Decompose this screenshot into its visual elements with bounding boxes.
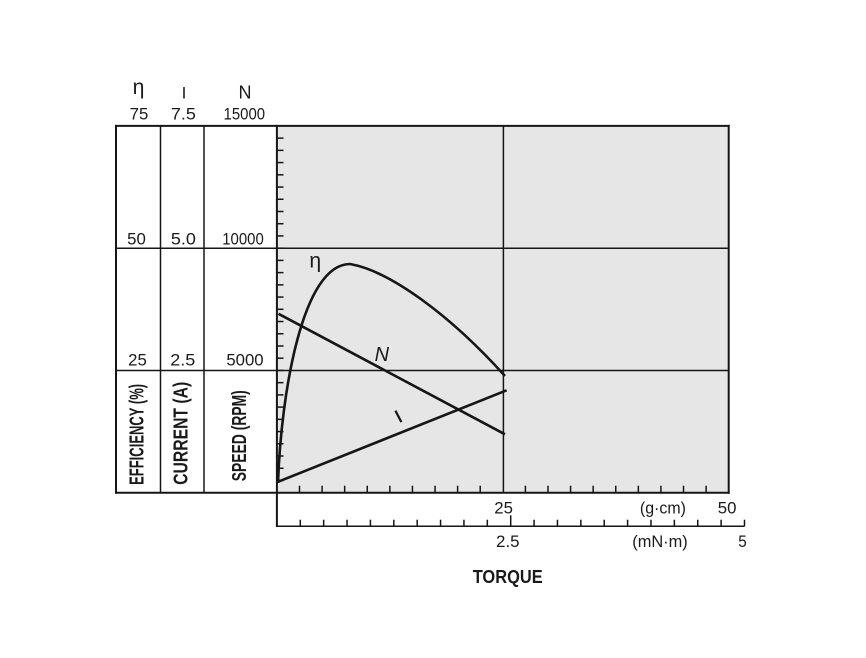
svg-text:(mN·m): (mN·m) [632, 532, 688, 551]
svg-text:10000: 10000 [222, 229, 264, 248]
svg-text:7.5: 7.5 [171, 105, 196, 124]
svg-text:I: I [182, 84, 187, 103]
svg-text:CURRENT (A): CURRENT (A) [170, 382, 192, 485]
svg-text:2.5: 2.5 [496, 532, 520, 551]
svg-text:EFFICIENCY (%): EFFICIENCY (%) [127, 384, 149, 485]
svg-text:75: 75 [130, 105, 149, 124]
svg-text:50: 50 [718, 498, 737, 517]
svg-text:N: N [239, 83, 252, 103]
svg-text:η: η [309, 250, 321, 273]
svg-text:15000: 15000 [224, 105, 266, 124]
svg-text:25: 25 [128, 350, 147, 369]
svg-text:2.5: 2.5 [170, 350, 195, 369]
svg-text:5: 5 [738, 532, 747, 551]
svg-text:25: 25 [494, 498, 513, 517]
svg-text:TORQUE: TORQUE [473, 567, 543, 587]
svg-text:SPEED (RPM): SPEED (RPM) [229, 390, 251, 481]
svg-text:η: η [133, 76, 145, 99]
svg-text:(g·cm): (g·cm) [640, 498, 686, 517]
svg-text:5000: 5000 [226, 350, 263, 369]
svg-text:N: N [375, 344, 390, 366]
svg-text:50: 50 [127, 229, 146, 248]
svg-text:5.0: 5.0 [171, 229, 196, 248]
